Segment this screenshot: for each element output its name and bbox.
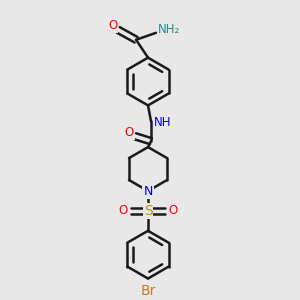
Text: O: O <box>124 126 134 139</box>
Text: S: S <box>144 204 152 218</box>
Text: O: O <box>108 20 117 32</box>
Text: NH: NH <box>154 116 172 129</box>
Text: N: N <box>143 184 153 197</box>
Text: Br: Br <box>140 284 156 298</box>
Text: O: O <box>118 204 128 218</box>
Text: O: O <box>168 204 178 218</box>
Text: NH₂: NH₂ <box>158 23 180 36</box>
